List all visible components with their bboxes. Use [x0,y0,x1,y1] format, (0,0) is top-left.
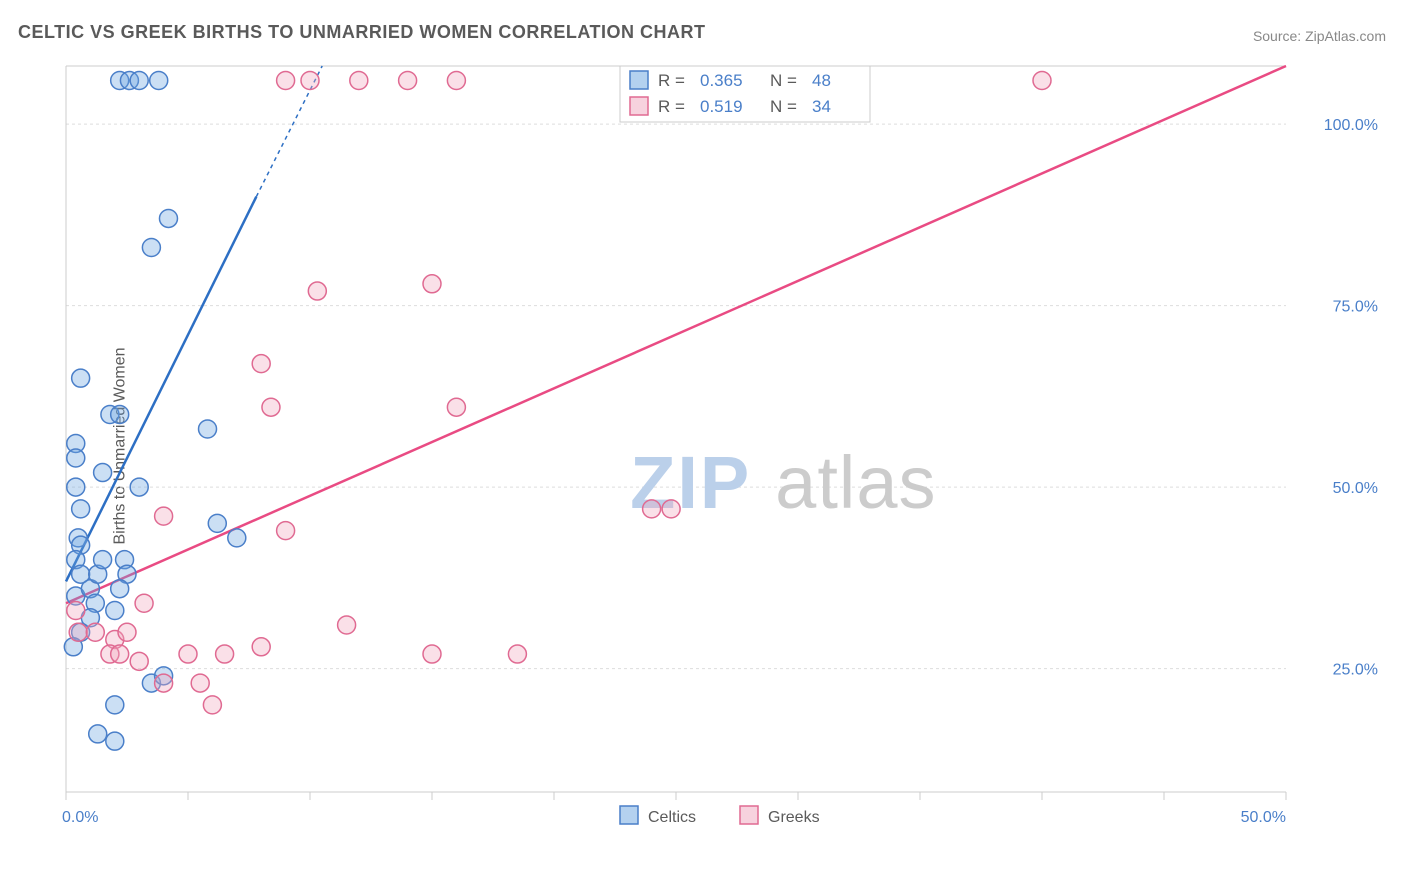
legend-swatch [740,806,758,824]
scatter-plot: 25.0%50.0%75.0%100.0%0.0%50.0%ZIPatlasR … [60,60,1386,832]
scatter-point [216,645,234,663]
scatter-point [135,594,153,612]
svg-text:25.0%: 25.0% [1333,662,1378,679]
scatter-point [203,696,221,714]
source-label: Source: [1253,28,1301,44]
stats-r-label: R = [658,97,685,116]
scatter-point [118,623,136,641]
scatter-point [94,551,112,569]
legend-swatch [630,97,648,115]
scatter-point [67,478,85,496]
stats-r-label: R = [658,71,685,90]
scatter-point [130,478,148,496]
scatter-point [447,72,465,90]
stats-n-value: 34 [812,97,831,116]
scatter-point [423,275,441,293]
scatter-point [142,239,160,257]
scatter-point [399,72,417,90]
stats-n-label: N = [770,71,797,90]
legend-swatch [630,71,648,89]
svg-text:50.0%: 50.0% [1333,480,1378,497]
scatter-point [338,616,356,634]
source-link[interactable]: ZipAtlas.com [1305,28,1386,44]
scatter-point [94,464,112,482]
scatter-point [155,674,173,692]
scatter-point [350,72,368,90]
scatter-point [67,449,85,467]
scatter-point [155,507,173,525]
scatter-point [111,645,129,663]
scatter-point [111,405,129,423]
scatter-point [89,725,107,743]
stats-r-value: 0.365 [700,71,743,90]
svg-text:0.0%: 0.0% [62,809,98,826]
scatter-point [252,638,270,656]
scatter-point [159,209,177,227]
scatter-point [69,623,87,641]
scatter-point [130,652,148,670]
svg-text:100.0%: 100.0% [1324,117,1378,134]
scatter-point [423,645,441,663]
svg-text:50.0%: 50.0% [1241,809,1286,826]
scatter-point [447,398,465,416]
source-attribution: Source: ZipAtlas.com [1253,28,1386,44]
scatter-point [643,500,661,518]
scatter-point [662,500,680,518]
scatter-point [308,282,326,300]
legend-label: Celtics [648,809,696,826]
scatter-point [228,529,246,547]
scatter-point [199,420,217,438]
scatter-point [208,514,226,532]
scatter-point [508,645,526,663]
stats-r-value: 0.519 [700,97,743,116]
scatter-point [106,602,124,620]
scatter-point [72,369,90,387]
legend-label: Greeks [768,809,820,826]
chart-title: CELTIC VS GREEK BIRTHS TO UNMARRIED WOME… [18,22,706,43]
scatter-point [67,602,85,620]
scatter-point [106,732,124,750]
scatter-point [277,522,295,540]
scatter-point [301,72,319,90]
legend-swatch [620,806,638,824]
scatter-point [1033,72,1051,90]
scatter-point [191,674,209,692]
scatter-point [130,72,148,90]
svg-text:75.0%: 75.0% [1333,299,1378,316]
stats-n-value: 48 [812,71,831,90]
stats-n-label: N = [770,97,797,116]
scatter-point [86,623,104,641]
scatter-point [111,580,129,598]
scatter-point [252,355,270,373]
scatter-point [179,645,197,663]
scatter-point [106,696,124,714]
scatter-point [277,72,295,90]
scatter-point [262,398,280,416]
scatter-point [150,72,168,90]
watermark-atlas: atlas [775,441,936,524]
scatter-point [72,500,90,518]
